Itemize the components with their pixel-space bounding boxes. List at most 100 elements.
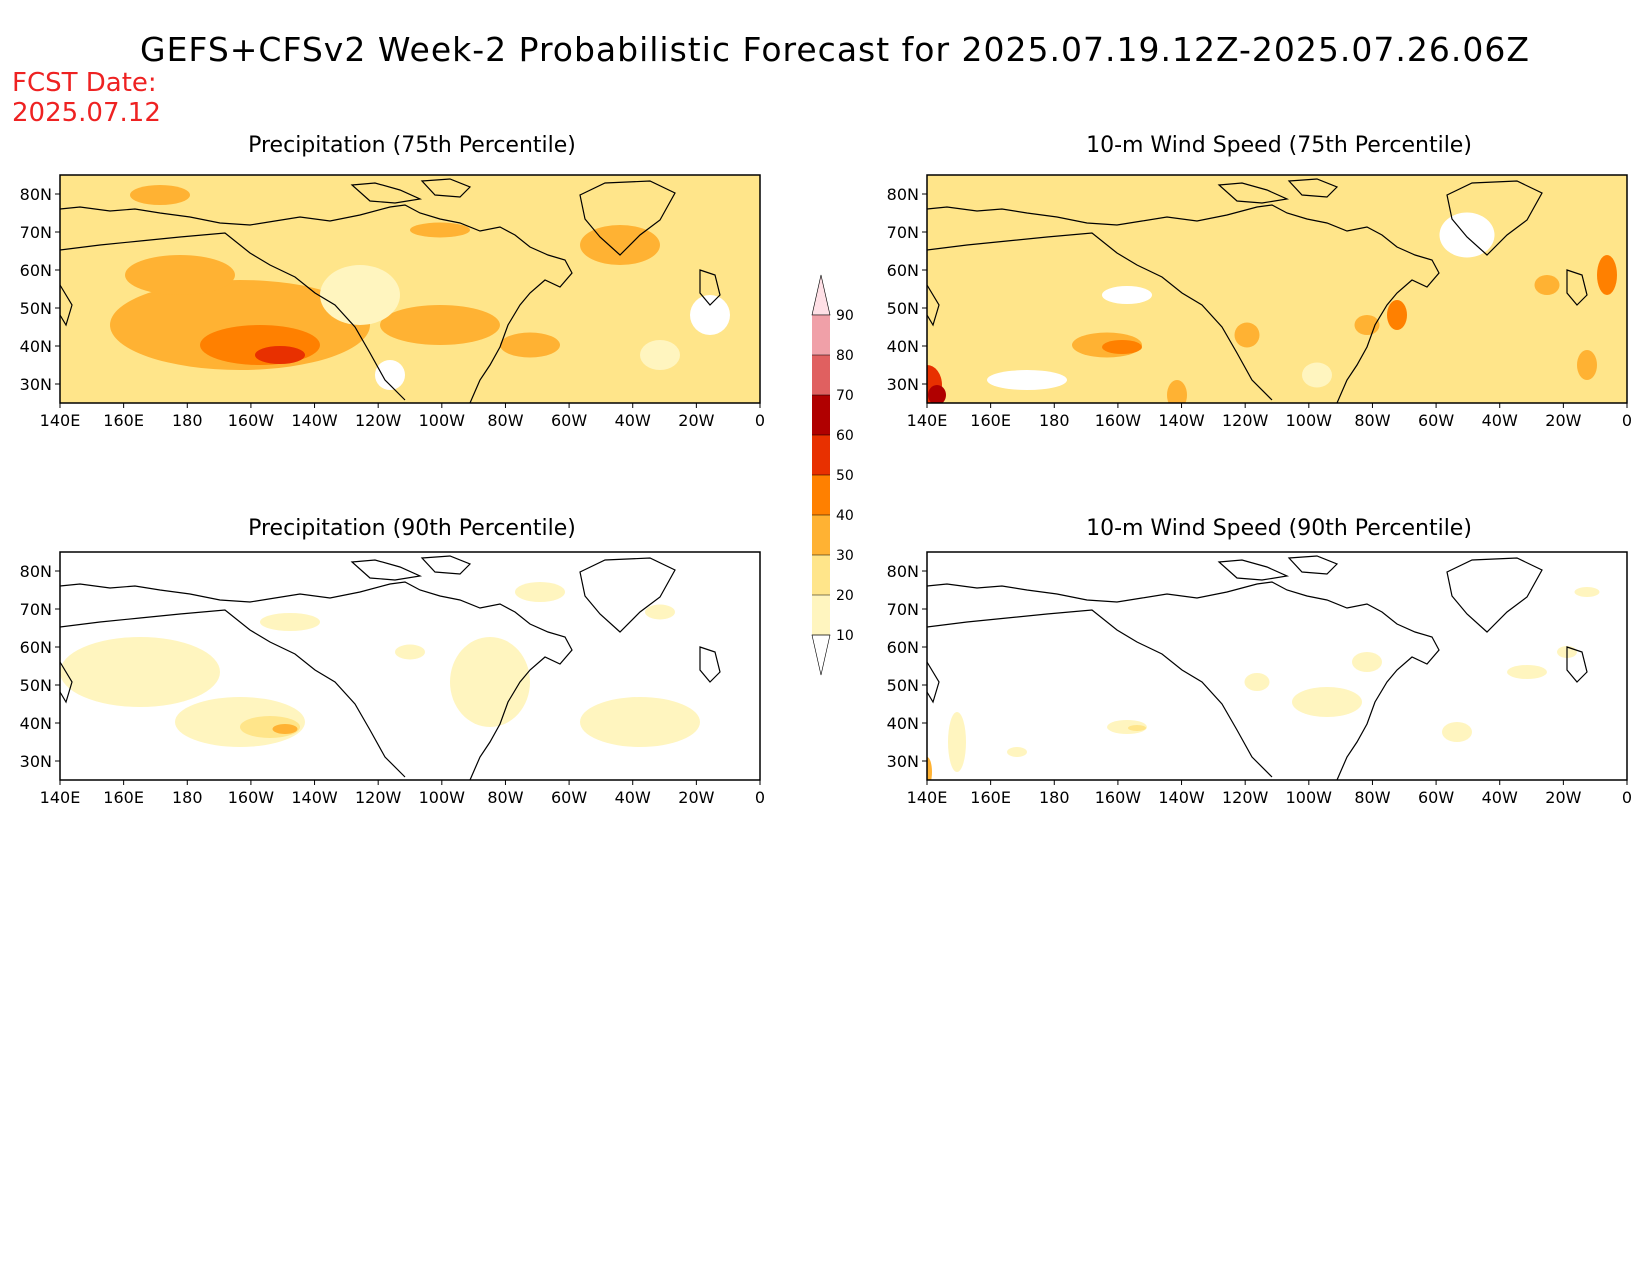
lon-tick-label: 160E bbox=[970, 788, 1011, 807]
lon-tick-label: 140W bbox=[1158, 788, 1205, 807]
map-frame bbox=[59, 551, 761, 781]
coastline bbox=[60, 178, 721, 403]
lon-tick-label: 60W bbox=[551, 411, 587, 430]
lon-tick-label: 80W bbox=[1354, 788, 1390, 807]
lat-tick-label: 40N bbox=[20, 714, 52, 733]
colorbar-segment bbox=[812, 315, 830, 355]
lat-tick-label: 80N bbox=[887, 185, 919, 204]
probability-field bbox=[60, 552, 760, 780]
lon-tick-label: 20W bbox=[678, 411, 714, 430]
lat-tick-label: 70N bbox=[20, 223, 52, 242]
lon-tick-label: 140W bbox=[1158, 411, 1205, 430]
lon-tick-label: 140E bbox=[40, 788, 81, 807]
lat-tick-label: 80N bbox=[20, 185, 52, 204]
panel-title-wind90: 10-m Wind Speed (90th Percentile) bbox=[1086, 516, 1472, 541]
panel-title-precip75: Precipitation (75th Percentile) bbox=[248, 133, 576, 158]
probability-region bbox=[130, 185, 190, 205]
lon-tick-label: 80W bbox=[487, 411, 523, 430]
colorbar-label: 20 bbox=[836, 588, 854, 604]
lat-tick-label: 30N bbox=[20, 752, 52, 771]
lon-tick-label: 0 bbox=[1622, 788, 1632, 807]
probability-region bbox=[690, 295, 730, 335]
coastline bbox=[927, 178, 1588, 403]
probability-region bbox=[450, 637, 530, 727]
lat-tick-label: 40N bbox=[887, 714, 919, 733]
lat-tick-label: 60N bbox=[887, 261, 919, 280]
field-background bbox=[927, 175, 1627, 403]
field-background bbox=[927, 552, 1627, 780]
colorbar-segment bbox=[812, 435, 830, 475]
lat-tick-label: 60N bbox=[887, 638, 919, 657]
lon-tick-label: 180 bbox=[1039, 411, 1070, 430]
probability-region bbox=[948, 712, 966, 772]
lat-tick-label: 50N bbox=[20, 676, 52, 695]
lon-tick-label: 0 bbox=[755, 411, 765, 430]
colorbar-top-arrow bbox=[811, 274, 831, 316]
probability-region bbox=[1102, 286, 1152, 304]
lat-tick-label: 40N bbox=[887, 337, 919, 356]
probability-region bbox=[1354, 315, 1380, 335]
lon-tick-label: 60W bbox=[1418, 788, 1454, 807]
panel-title-precip90: Precipitation (90th Percentile) bbox=[248, 516, 576, 541]
probability-region bbox=[395, 644, 425, 660]
lat-tick-label: 30N bbox=[887, 375, 919, 394]
probability-region bbox=[987, 370, 1067, 390]
probability-region bbox=[125, 255, 235, 295]
lat-tick-label: 60N bbox=[20, 261, 52, 280]
map-panel-wind90: 140E 160E 180 160W 140W 120W 100W 80W 60W 40W 20W 0… bbox=[887, 551, 1632, 807]
probability-region bbox=[410, 222, 470, 238]
map-panel-precip75: 140E 160E 180 160W 140W 120W 100W 80W 60W 40W 20W 0… bbox=[20, 174, 765, 430]
lat-tick-label: 80N bbox=[887, 562, 919, 581]
probability-region bbox=[1302, 362, 1332, 388]
lon-tick-label: 140E bbox=[907, 411, 948, 430]
coastline bbox=[60, 555, 721, 780]
lon-tick-label: 100W bbox=[419, 411, 466, 430]
map-frame bbox=[926, 551, 1628, 781]
colorbar-segment bbox=[812, 395, 830, 435]
probability-region bbox=[380, 305, 500, 345]
lon-tick-label: 20W bbox=[1545, 411, 1581, 430]
lon-tick-label: 60W bbox=[551, 788, 587, 807]
lon-tick-label: 140W bbox=[291, 788, 338, 807]
probability-region bbox=[1352, 652, 1382, 672]
probability-region bbox=[1534, 275, 1560, 295]
probability-region bbox=[928, 385, 946, 403]
lat-tick-label: 60N bbox=[20, 638, 52, 657]
lon-tick-label: 160W bbox=[228, 788, 275, 807]
lon-tick-label: 120W bbox=[1222, 788, 1269, 807]
colorbar-label: 30 bbox=[836, 548, 854, 564]
probability-field bbox=[927, 175, 1627, 403]
probability-region bbox=[515, 582, 565, 602]
map-frame bbox=[926, 174, 1628, 404]
lon-tick-label: 0 bbox=[755, 788, 765, 807]
lat-tick-label: 30N bbox=[887, 752, 919, 771]
lat-tick-label: 70N bbox=[20, 600, 52, 619]
probability-region bbox=[255, 346, 305, 364]
colorbar-segment bbox=[812, 515, 830, 555]
lon-tick-label: 180 bbox=[1039, 788, 1070, 807]
colorbar-label: 90 bbox=[836, 308, 854, 324]
probability-region bbox=[645, 604, 675, 620]
lon-tick-label: 120W bbox=[1222, 411, 1269, 430]
probability-region bbox=[1292, 687, 1362, 717]
probability-region bbox=[500, 332, 560, 358]
probability-region bbox=[1167, 380, 1187, 403]
colorbar-segment bbox=[812, 355, 830, 395]
map-panel-precip90: 140E 160E 180 160W 140W 120W 100W 80W 60W 40W 20W 0… bbox=[20, 551, 765, 807]
colorbar-segment bbox=[812, 475, 830, 515]
colorbar-segment bbox=[812, 595, 830, 635]
lon-tick-label: 160W bbox=[1095, 411, 1142, 430]
probability-field bbox=[927, 552, 1627, 780]
probability-region bbox=[580, 225, 660, 265]
forecast-date: FCST Date: 2025.07.12 bbox=[12, 68, 161, 128]
colorbar-label: 70 bbox=[836, 388, 854, 404]
colorbar-bottom-arrow bbox=[811, 634, 831, 676]
probability-region bbox=[1597, 255, 1617, 295]
probability-region bbox=[1507, 665, 1547, 679]
probability-region bbox=[1244, 673, 1270, 691]
probability-region bbox=[1439, 212, 1495, 258]
lat-tick-label: 70N bbox=[887, 223, 919, 242]
colorbar-label: 50 bbox=[836, 468, 854, 484]
lon-tick-label: 180 bbox=[172, 411, 203, 430]
lat-tick-label: 70N bbox=[887, 600, 919, 619]
